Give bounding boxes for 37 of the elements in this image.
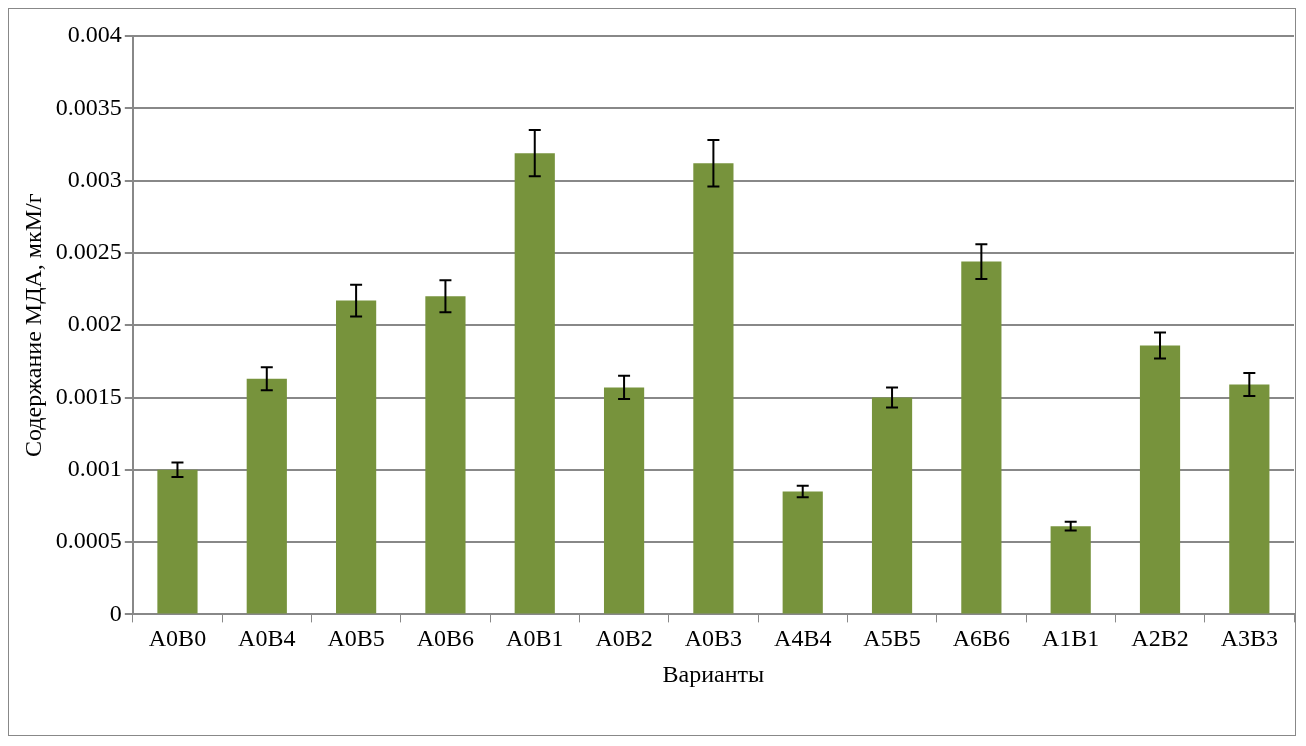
y-tick-label: 0.002: [67, 310, 122, 337]
y-tick-label: 0.0025: [55, 238, 122, 265]
x-tick-label: A5B5: [863, 625, 921, 652]
x-tick-label: A0B4: [238, 625, 296, 652]
y-tick-label: 0.0005: [55, 527, 122, 554]
bar: [1139, 345, 1181, 614]
x-tick-label: A4B4: [774, 625, 832, 652]
y-tick-label: 0.0015: [55, 382, 122, 409]
bar: [425, 296, 466, 614]
x-tick-label: A0B5: [327, 625, 385, 652]
x-tick-label: A0B0: [148, 625, 207, 652]
bar: [1050, 526, 1091, 614]
bar: [603, 387, 645, 614]
y-tick-label: 0.004: [67, 21, 122, 48]
bar: [246, 378, 287, 614]
bar: [336, 300, 377, 614]
bar: [1229, 384, 1270, 614]
bar: [782, 491, 823, 614]
y-tick-label: 0.0035: [55, 93, 122, 120]
x-tick-label: A6B6: [952, 625, 1011, 652]
x-tick-label: A2B2: [1131, 625, 1189, 652]
x-tick-label: A0B6: [416, 625, 475, 652]
bar: [961, 261, 1002, 614]
x-tick-label: A0B3: [684, 625, 743, 652]
x-axis-title: Варианты: [662, 660, 765, 687]
x-tick-label: A3B3: [1220, 625, 1279, 652]
y-tick-label: 0: [109, 599, 122, 626]
bar: [157, 469, 198, 614]
y-axis-title: Содержание МДА, мкМ/г: [19, 193, 46, 457]
x-tick-label: A1B1: [1042, 625, 1100, 652]
bar: [693, 163, 734, 614]
x-tick-label: A0B1: [506, 625, 564, 652]
y-tick-label: 0.003: [67, 165, 122, 192]
y-tick-label: 0.001: [67, 455, 122, 482]
bar: [514, 153, 555, 614]
x-tick-label: A0B2: [595, 625, 653, 652]
bar: [871, 397, 913, 614]
